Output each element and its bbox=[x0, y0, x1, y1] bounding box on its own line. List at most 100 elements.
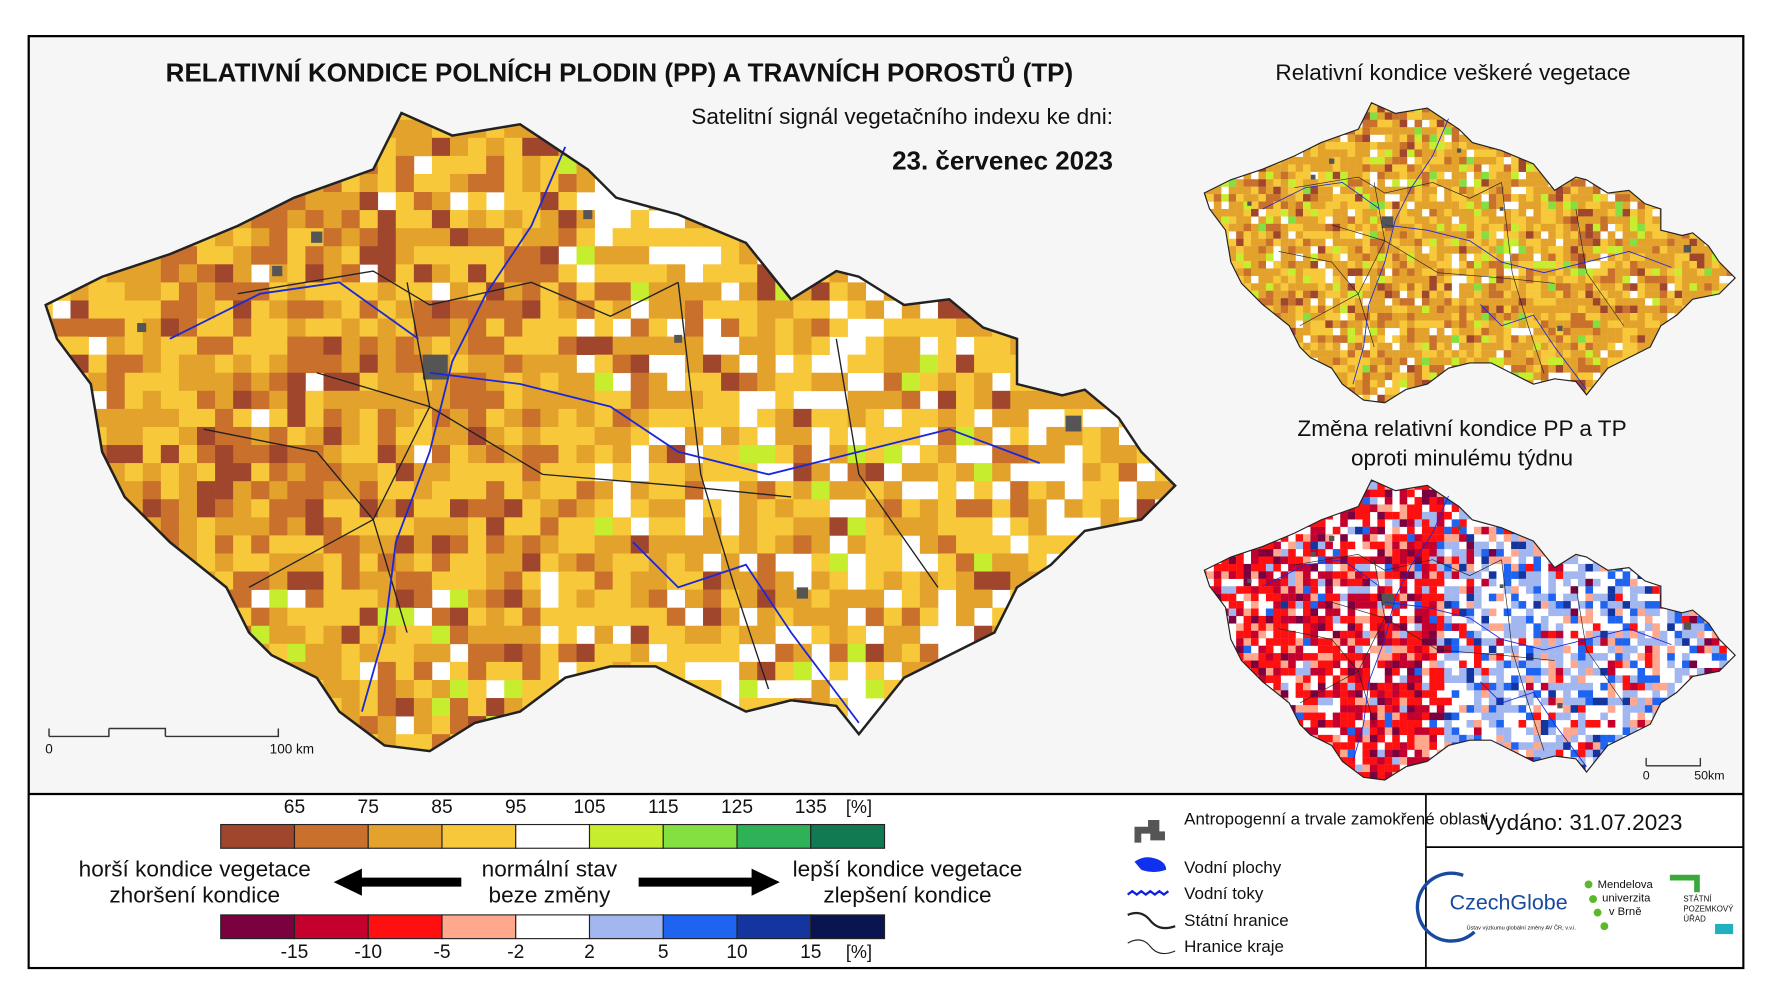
map-cell bbox=[1377, 164, 1385, 172]
map-cell bbox=[1570, 275, 1579, 284]
map-cell bbox=[594, 372, 613, 392]
map-cell bbox=[1010, 481, 1029, 500]
map-cell bbox=[1377, 260, 1385, 269]
map-cell bbox=[956, 553, 975, 572]
map-cell bbox=[847, 445, 867, 464]
map-cell bbox=[1555, 246, 1564, 254]
map-cell bbox=[287, 390, 306, 410]
map-cell bbox=[1600, 335, 1608, 343]
map-cell bbox=[829, 445, 848, 464]
map-cell bbox=[431, 264, 451, 283]
map-cell bbox=[612, 535, 632, 554]
map-cell bbox=[1555, 268, 1564, 277]
map-cell bbox=[576, 535, 595, 554]
map-cell bbox=[1466, 201, 1475, 210]
map-cell bbox=[1563, 350, 1571, 358]
map-cell bbox=[1607, 275, 1616, 284]
map-cell bbox=[1243, 179, 1252, 187]
map-cell bbox=[1622, 327, 1631, 336]
map-cell bbox=[450, 228, 469, 247]
map-cell bbox=[1258, 201, 1267, 210]
map-cell bbox=[630, 390, 650, 410]
map-cell bbox=[1622, 313, 1631, 321]
map-cell bbox=[1630, 283, 1638, 291]
map-cell bbox=[1473, 298, 1482, 306]
map-cell bbox=[1288, 186, 1296, 195]
map-cell bbox=[1295, 335, 1304, 343]
map-cell bbox=[1317, 149, 1326, 158]
map-cell bbox=[1563, 305, 1571, 314]
map-cell bbox=[1303, 283, 1311, 291]
map-cell bbox=[1533, 327, 1542, 336]
urban-area bbox=[1381, 216, 1394, 229]
map-cell bbox=[1548, 231, 1556, 239]
map-cell bbox=[1682, 298, 1690, 306]
map-cell bbox=[377, 173, 397, 193]
map-cell bbox=[1451, 208, 1460, 217]
map-cell bbox=[1265, 179, 1274, 187]
map-cell bbox=[251, 607, 270, 627]
map-cell bbox=[1563, 194, 1571, 202]
map-cell bbox=[287, 336, 306, 356]
map-cell bbox=[1592, 313, 1601, 321]
map-cell bbox=[233, 264, 252, 283]
map-cell bbox=[721, 408, 740, 428]
map-cell bbox=[1429, 290, 1437, 299]
map-cell bbox=[847, 625, 867, 645]
map-cell bbox=[1325, 171, 1333, 180]
map-cell bbox=[178, 408, 198, 428]
map-cell bbox=[1548, 238, 1556, 247]
map-cell bbox=[1325, 335, 1333, 343]
map-cell bbox=[1644, 231, 1653, 239]
map-cell bbox=[359, 426, 379, 446]
map-cell bbox=[1459, 268, 1467, 277]
map-cell bbox=[757, 372, 776, 392]
map-cell bbox=[1407, 275, 1415, 284]
map-cell bbox=[1384, 164, 1393, 172]
map-cell bbox=[468, 661, 487, 681]
urban-area bbox=[1310, 174, 1316, 180]
map-cell bbox=[1503, 283, 1512, 291]
map-cell bbox=[1303, 260, 1311, 269]
map-cell bbox=[594, 625, 613, 645]
map-cell bbox=[1392, 350, 1400, 358]
map-cell bbox=[1436, 223, 1445, 232]
map-cell bbox=[1295, 194, 1304, 202]
map-cell bbox=[1429, 320, 1437, 329]
map-cell bbox=[1265, 171, 1274, 180]
map-cell bbox=[666, 390, 686, 410]
map-cell bbox=[1347, 171, 1356, 180]
map-cell bbox=[1414, 379, 1423, 388]
map-cell bbox=[1347, 313, 1356, 321]
map-cell bbox=[468, 372, 487, 392]
map-cell bbox=[1578, 260, 1586, 269]
map-cell bbox=[1667, 238, 1675, 247]
map-cell bbox=[468, 607, 487, 627]
map-cell bbox=[142, 300, 162, 319]
map-cell bbox=[1362, 350, 1371, 358]
map-cell bbox=[558, 625, 577, 645]
map-cell bbox=[1451, 305, 1460, 314]
map-cell bbox=[1570, 179, 1579, 187]
map-cell bbox=[1563, 246, 1571, 254]
map-cell bbox=[359, 408, 379, 428]
map-cell bbox=[1622, 231, 1631, 239]
map-cell bbox=[377, 481, 397, 500]
map-cell bbox=[666, 553, 686, 572]
map-cell bbox=[1466, 298, 1475, 306]
map-cell bbox=[1488, 186, 1497, 195]
map-cell bbox=[540, 390, 559, 410]
map-cell bbox=[1555, 357, 1564, 366]
map-cell bbox=[1704, 253, 1712, 262]
map-cell bbox=[1592, 208, 1601, 217]
map-cell bbox=[1407, 149, 1415, 158]
map-cell bbox=[1429, 298, 1437, 306]
map-cell bbox=[576, 282, 595, 301]
map-cell bbox=[287, 246, 306, 265]
map-cell bbox=[233, 463, 252, 482]
map-cell bbox=[359, 318, 379, 337]
map-cell bbox=[1578, 365, 1586, 373]
map-cell bbox=[1578, 208, 1586, 217]
map-cell bbox=[1414, 268, 1423, 277]
map-cell bbox=[811, 589, 830, 609]
